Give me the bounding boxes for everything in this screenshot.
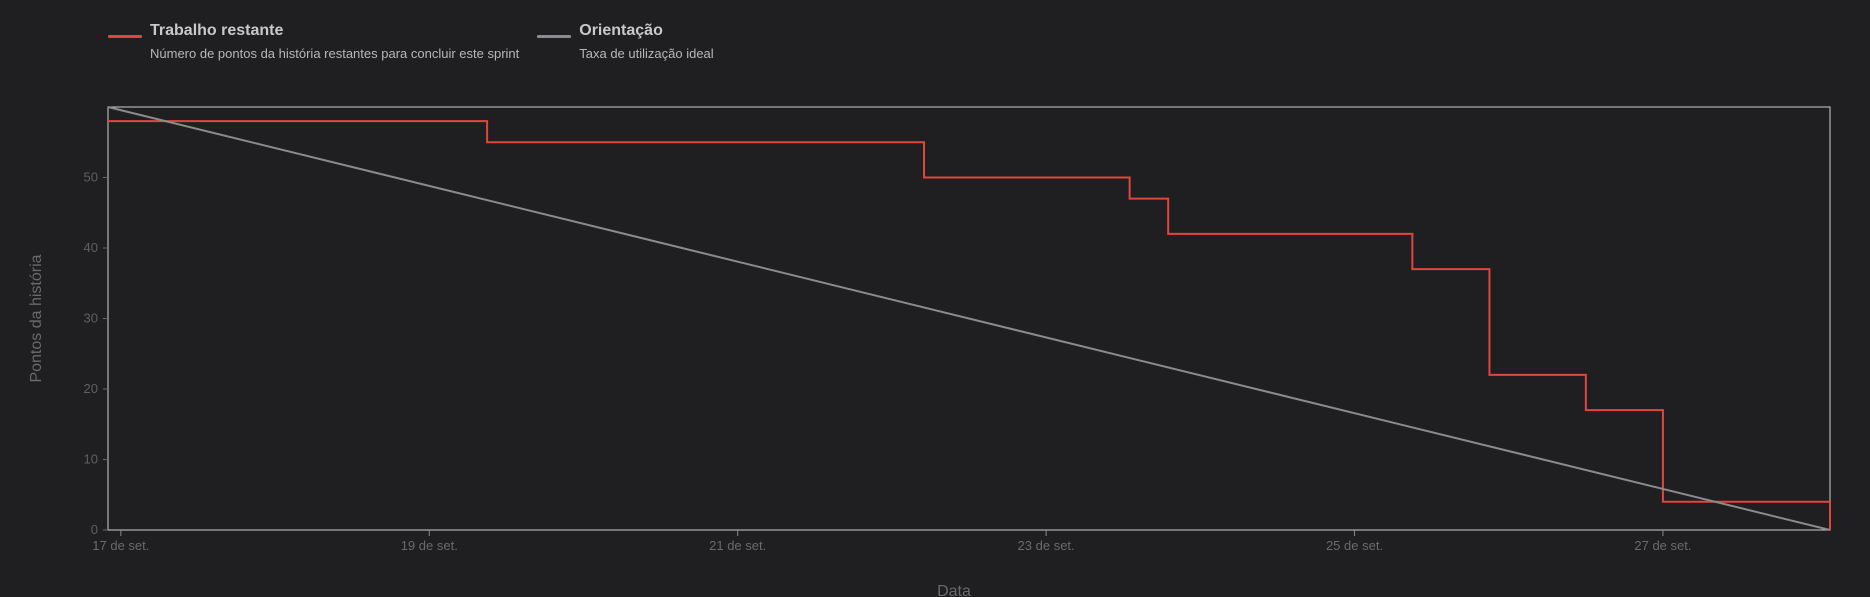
y-tick-label: 40 [84,240,98,255]
y-tick-label: 0 [91,522,98,537]
legend-swatch-guideline [537,35,572,38]
x-tick-label: 21 de set. [709,538,766,553]
legend-swatch-remaining-work [108,35,142,38]
y-axis-label: Pontos da história [28,254,45,382]
legend-desc-guideline: Taxa de utilização ideal [579,46,714,61]
legend-title-remaining-work: Trabalho restante [150,22,284,39]
legend-title-guideline: Orientação [579,22,663,39]
series-line-guideline [107,106,1831,531]
x-tick-label: 19 de set. [401,538,458,553]
y-tick-label: 50 [84,170,98,185]
y-tick-label: 10 [84,452,98,467]
x-axis-label: Data [937,583,971,597]
legend-item-remaining-work[interactable]: Trabalho restante Número de pontos da hi… [108,18,519,64]
chart-legend: Trabalho restante Número de pontos da hi… [108,18,714,64]
series-line-remaining-work [108,120,1831,530]
x-tick-label: 25 de set. [1326,538,1383,553]
x-tick-label: 23 de set. [1018,538,1075,553]
x-tick-label: 27 de set. [1634,538,1691,553]
legend-desc-remaining-work: Número de pontos da história restantes p… [150,46,520,61]
y-tick-label: 20 [84,381,98,396]
y-tick-label: 30 [84,311,98,326]
legend-item-guideline[interactable]: Orientação Taxa de utilização ideal [537,18,714,64]
x-tick-label: 17 de set. [92,538,149,553]
